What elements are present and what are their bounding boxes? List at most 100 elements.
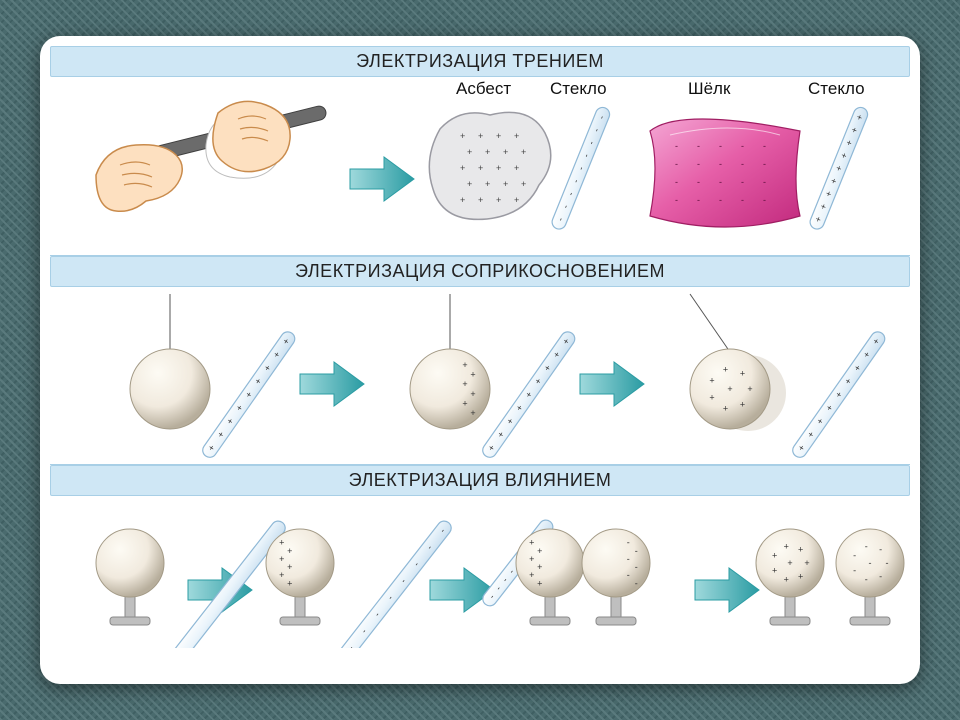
svg-text:+: + [521,179,526,189]
metal-ball: ++++++++ [756,529,824,625]
section-header: ЭЛЕКТРИЗАЦИЯ СОПРИКОСНОВЕНИЕМ [50,256,910,287]
svg-text:+: + [529,538,534,548]
svg-text:+: + [784,575,789,585]
metal-ball: ++++++ [410,294,490,429]
svg-text:+: + [485,179,490,189]
svg-text:-: - [879,572,882,582]
svg-text:+: + [740,399,745,409]
svg-text:+: + [514,163,519,173]
svg-text:+: + [478,163,483,173]
svg-text:+: + [537,562,542,572]
material-label: Асбест [456,79,511,99]
svg-text:-: - [627,571,630,581]
svg-text:+: + [460,163,465,173]
svg-text:+: + [279,538,284,548]
svg-text:+: + [521,147,526,157]
glass-rod: +++++++++ [790,329,888,459]
svg-text:-: - [763,195,766,205]
svg-text:+: + [485,147,490,157]
svg-text:-: - [697,195,700,205]
svg-text:+: + [514,195,519,205]
material-label: Шёлк [688,79,730,99]
material-label: Стекло [808,79,865,99]
svg-text:+: + [462,360,467,370]
metal-ball: -------- [836,529,904,625]
svg-text:-: - [675,141,678,151]
svg-text:+: + [784,542,789,552]
svg-text:+: + [529,571,534,581]
svg-text:-: - [697,177,700,187]
svg-text:+: + [470,408,475,418]
section-row: ++++++++++++++++++++++++++++++++++++++++… [50,289,910,466]
svg-text:+: + [478,131,483,141]
svg-text:-: - [675,195,678,205]
svg-text:-: - [719,195,722,205]
svg-text:+: + [503,179,508,189]
svg-text:-: - [741,141,744,151]
metal-ball: ++++++++ [690,294,786,431]
svg-text:+: + [503,147,508,157]
svg-text:+: + [478,195,483,205]
svg-text:+: + [467,179,472,189]
glass-rod: +++++++++ [808,105,870,231]
metal-ball: ++++++ [266,529,334,625]
section-row: ++++++++++++++++++++--------------------… [50,79,910,256]
svg-text:-: - [879,545,882,555]
svg-text:+: + [279,571,284,581]
svg-text:-: - [741,159,744,169]
svg-text:+: + [772,551,777,561]
svg-text:-: - [719,177,722,187]
svg-text:-: - [886,558,889,568]
svg-text:+: + [798,572,803,582]
svg-text:-: - [627,538,630,548]
silk-cloth: -------------------- [650,119,800,227]
svg-text:-: - [853,566,856,576]
svg-text:+: + [772,566,777,576]
svg-text:+: + [496,163,501,173]
svg-text:-: - [741,195,744,205]
metal-ball: ------ [582,529,650,625]
svg-text:+: + [462,398,467,408]
hands-rubbing-icon [96,101,327,211]
svg-text:+: + [787,558,792,568]
svg-text:-: - [719,141,722,151]
arrow-icon [580,362,644,406]
svg-text:+: + [723,364,728,374]
svg-text:-: - [697,159,700,169]
section-header: ЭЛЕКТРИЗАЦИЯ ТРЕНИЕМ [50,46,910,77]
svg-text:+: + [740,368,745,378]
svg-text:-: - [853,551,856,561]
svg-text:+: + [496,195,501,205]
arrow-icon [695,568,759,612]
svg-text:-: - [741,177,744,187]
svg-text:+: + [727,384,732,394]
svg-text:+: + [804,558,809,568]
svg-text:+: + [709,392,714,402]
section-header: ЭЛЕКТРИЗАЦИЯ ВЛИЯНИЕМ [50,465,910,496]
svg-text:+: + [496,131,501,141]
glass-rod: +++++++++ [200,329,298,459]
svg-text:-: - [627,554,630,564]
svg-text:-: - [635,562,638,572]
svg-text:-: - [719,159,722,169]
arrow-icon [350,157,414,201]
svg-text:+: + [798,545,803,555]
svg-text:+: + [287,546,292,556]
svg-text:-: - [865,542,868,552]
svg-text:+: + [287,579,292,589]
svg-text:+: + [529,554,534,564]
svg-text:-: - [763,141,766,151]
svg-text:-: - [697,141,700,151]
svg-text:+: + [287,562,292,572]
arrow-icon [300,362,364,406]
svg-text:-: - [763,159,766,169]
svg-text:+: + [723,403,728,413]
svg-text:+: + [470,388,475,398]
svg-text:-: - [635,546,638,556]
material-label: Стекло [550,79,607,99]
svg-text:-: - [763,177,766,187]
svg-text:+: + [537,546,542,556]
asbestos-cloth: ++++++++++++++++++++ [429,112,550,219]
svg-text:+: + [747,384,752,394]
svg-text:-: - [865,575,868,585]
